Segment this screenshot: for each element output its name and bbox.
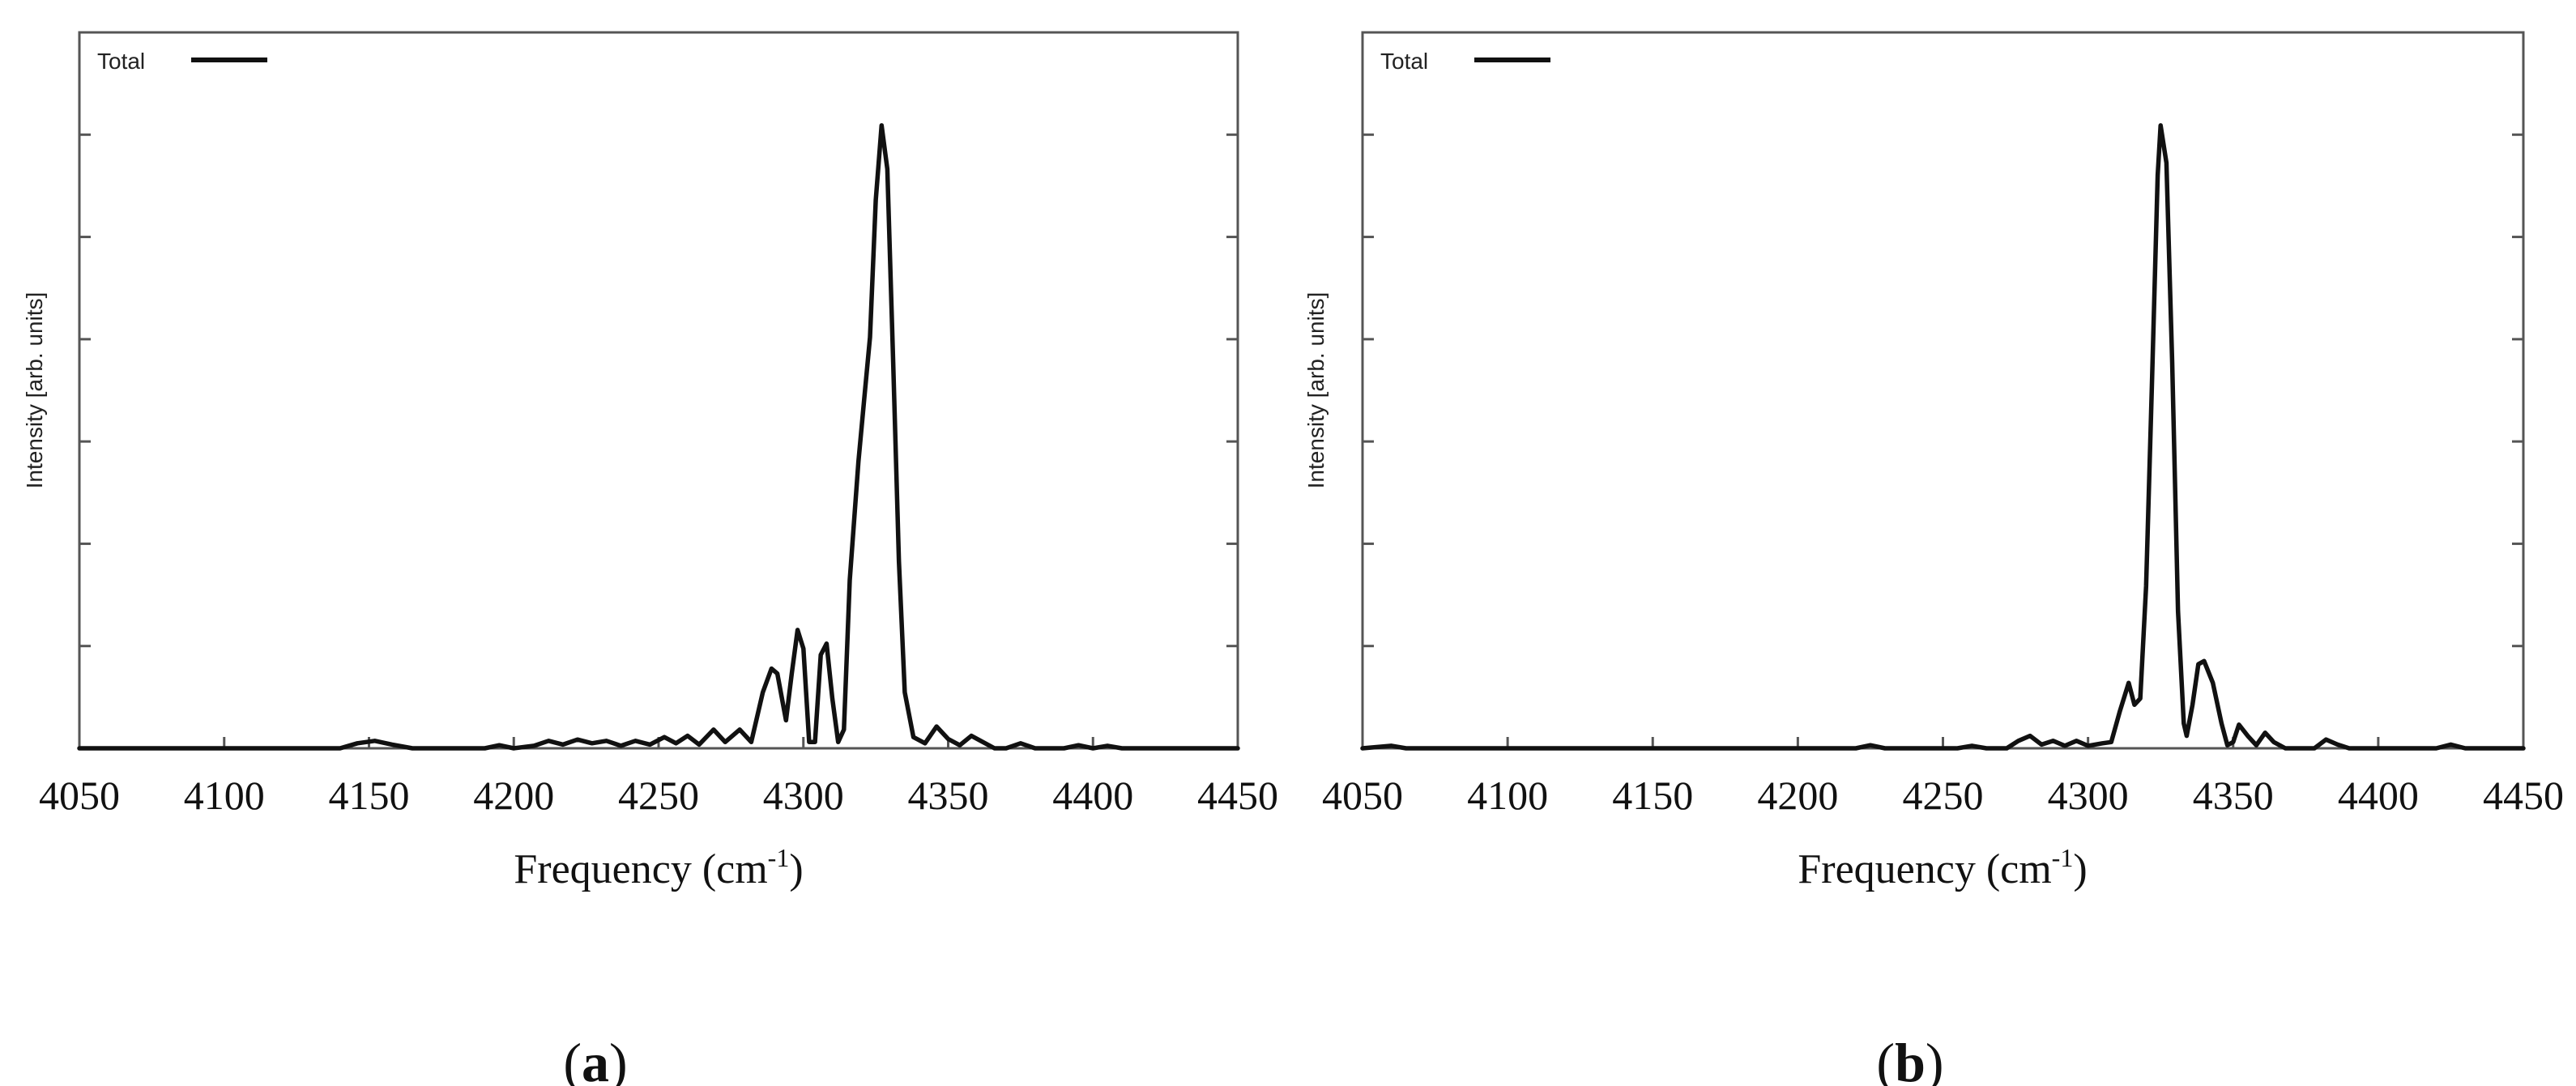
x-tick-label-4450-b: 4450 [2483,773,2564,818]
x-axis-title-suffix-a: ) [789,846,803,892]
y-axis-title-b: Intensity [arb. units] [1303,292,1329,489]
y-axis-title-a: Intensity [arb. units] [22,292,47,489]
x-axis-title-sup-b: -1 [2052,843,2074,872]
chart-panel-a: 4050 4100 4150 4200 4250 4300 4350 4400 4450 Tot… [22,31,1278,1086]
legend-label-a: Total [97,49,145,74]
x-axis-title-text-a: Frequency (cm [514,846,767,892]
tick-group-b [1361,133,2525,748]
x-tick-label-4350-b: 4350 [2193,773,2274,818]
x-tick-label-4250-b: 4250 [1903,773,1984,818]
x-tick-label-4150-a: 4150 [329,773,410,818]
series-total-line-a [77,123,1240,751]
x-tick-label-4050-a: 4050 [39,773,120,818]
x-tick-label-4350-a: 4350 [908,773,989,818]
x-tick-label-4200-a: 4200 [473,773,554,818]
x-tick-labels-b: 4050 4100 4150 4200 4250 4300 4350 4400 4450 [1322,773,2564,818]
chart-a-svg: 4050 4100 4150 4200 4250 4300 4350 4400 4450 Tot… [22,31,1278,1086]
x-tick-label-4400-b: 4400 [2338,773,2419,818]
plot-frame-a [78,31,1239,750]
tick-group-a [78,133,1239,748]
x-tick-label-4300-a: 4300 [763,773,844,818]
x-tick-label-4400-a: 4400 [1052,773,1133,818]
x-tick-label-4300-b: 4300 [2048,773,2129,818]
x-tick-label-4100-a: 4100 [184,773,265,818]
x-tick-label-4150-b: 4150 [1612,773,1693,818]
chart-b-svg: 4050 4100 4150 4200 4250 4300 4350 4400 4450 Tot… [1303,31,2564,1086]
x-tick-label-4250-a: 4250 [618,773,699,818]
x-axis-title-suffix-b: ) [2073,846,2087,892]
x-tick-label-4050-b: 4050 [1322,773,1403,818]
series-total-line-b [1360,123,2526,751]
x-axis-title-a: Frequency (cm-1) [514,843,803,892]
x-tick-labels-a: 4050 4100 4150 4200 4250 4300 4350 4400 4450 [39,773,1278,818]
legend-label-b: Total [1380,49,1428,74]
plot-frame-b [1361,31,2525,750]
panel-caption-a: (a) [563,1032,627,1086]
panel-caption-letter-a: a [582,1032,609,1086]
panel-caption-letter-b: b [1895,1032,1926,1086]
x-tick-label-4450-a: 4450 [1197,773,1278,818]
x-axis-title-text-b: Frequency (cm [1798,846,2051,892]
x-axis-title-b: Frequency (cm-1) [1798,843,2087,892]
panel-caption-b: (b) [1876,1032,1943,1086]
x-tick-label-4200-b: 4200 [1757,773,1838,818]
x-tick-label-4100-b: 4100 [1467,773,1548,818]
chart-panel-b: 4050 4100 4150 4200 4250 4300 4350 4400 4450 Tot… [1288,0,2576,1086]
x-axis-title-sup-a: -1 [768,843,790,872]
